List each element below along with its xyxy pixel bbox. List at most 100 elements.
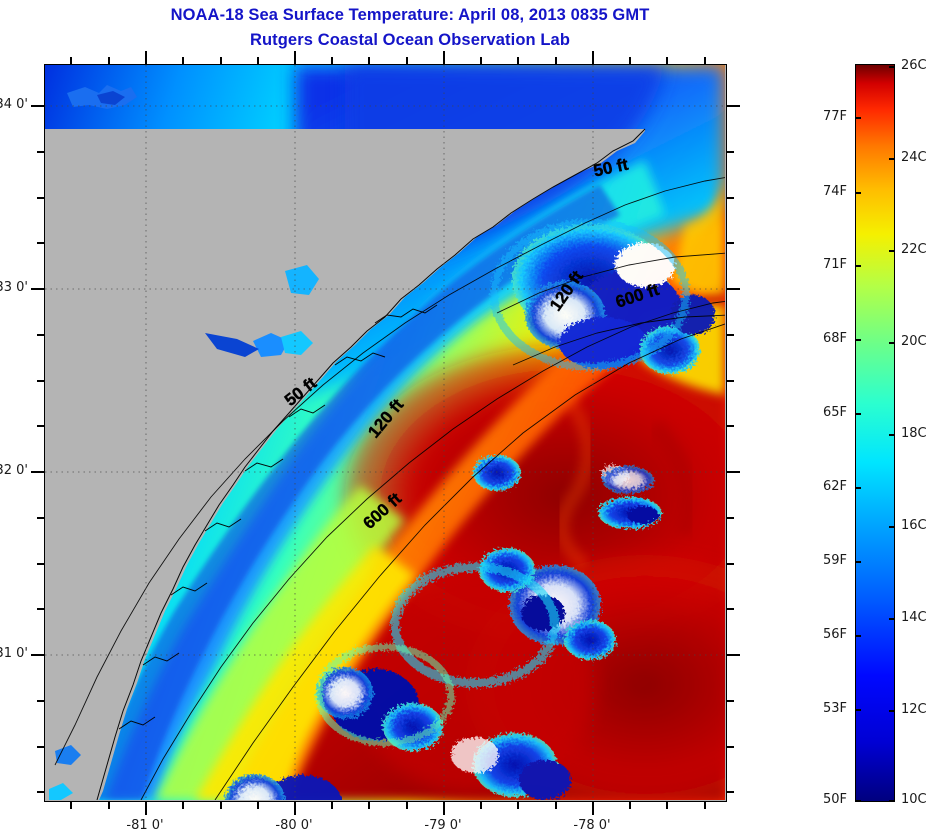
y-axis-label: 33 0'	[0, 280, 28, 295]
y-axis-minor-tick	[37, 425, 44, 427]
x-axis-minor-tick	[704, 802, 706, 809]
y-axis-minor-tick	[37, 746, 44, 748]
title-block: NOAA-18 Sea Surface Temperature: April 0…	[0, 0, 820, 50]
colorbar-celsius-label: 22C	[901, 242, 927, 257]
colorbar-fahrenheit-tick	[855, 635, 861, 637]
y-axis-minor-tick	[37, 242, 44, 244]
y-axis-major-tick	[31, 288, 44, 290]
x-axis-top-minor-tick	[331, 57, 333, 64]
colorbar-fahrenheit-tick	[855, 487, 861, 489]
x-axis-major-tick	[145, 802, 147, 815]
y-axis-right-tick	[727, 471, 740, 473]
x-axis-minor-tick	[666, 802, 668, 809]
colorbar-celsius-tick	[889, 800, 895, 802]
colorbar-fahrenheit-tick	[855, 339, 861, 341]
x-axis-top-tick	[294, 51, 296, 64]
x-axis-top-minor-tick	[182, 57, 184, 64]
colorbar-celsius-tick	[889, 710, 895, 712]
colorbar-fahrenheit-label: 50F	[822, 792, 847, 807]
y-axis-right-tick	[727, 288, 740, 290]
y-axis-right-minor-tick	[727, 334, 734, 336]
x-axis-minor-tick	[257, 802, 259, 809]
x-axis-minor-tick	[182, 802, 184, 809]
land-mask	[45, 65, 645, 800]
y-axis-right-minor-tick	[727, 700, 734, 702]
colorbar-fahrenheit-tick	[855, 192, 861, 194]
y-axis-minor-tick	[37, 608, 44, 610]
depth-contours	[54, 177, 725, 800]
y-axis-major-tick	[31, 105, 44, 107]
x-axis-minor-tick	[368, 802, 370, 809]
colorbar-celsius-label: 12C	[901, 702, 927, 717]
x-axis-top-minor-tick	[220, 57, 222, 64]
colorbar-fahrenheit-tick	[855, 117, 861, 119]
x-axis-top-minor-tick	[704, 57, 706, 64]
y-axis-label: 31 0'	[0, 646, 28, 661]
colorbar[interactable]	[855, 64, 895, 802]
colorbar-fahrenheit-tick	[855, 800, 861, 802]
y-axis-minor-tick	[37, 197, 44, 199]
x-axis-top-tick	[443, 51, 445, 64]
colorbar-celsius-tick	[889, 158, 895, 160]
y-axis-right-minor-tick	[727, 242, 734, 244]
colorbar-celsius-tick	[889, 618, 895, 620]
y-axis-minor-tick	[37, 517, 44, 519]
y-axis-minor-tick	[37, 563, 44, 565]
y-axis-minor-tick	[37, 791, 44, 793]
x-axis-minor-tick	[70, 802, 72, 809]
colorbar-celsius-label: 14C	[901, 610, 927, 625]
x-axis-top-minor-tick	[368, 57, 370, 64]
y-axis-minor-tick	[37, 700, 44, 702]
colorbar-fahrenheit-label: 68F	[822, 331, 847, 346]
x-axis-top-minor-tick	[257, 57, 259, 64]
x-axis-minor-tick	[406, 802, 408, 809]
colorbar-celsius-label: 16C	[901, 518, 927, 533]
y-axis-right-tick	[727, 654, 740, 656]
y-axis-right-minor-tick	[727, 563, 734, 565]
y-axis-right-minor-tick	[727, 746, 734, 748]
x-axis-top-minor-tick	[108, 57, 110, 64]
colorbar-fahrenheit-tick	[855, 413, 861, 415]
y-axis-major-tick	[31, 654, 44, 656]
page-subtitle: Rutgers Coastal Ocean Observation Lab	[249, 31, 571, 49]
x-axis-label: -79 0'	[424, 818, 462, 833]
colorbar-celsius-label: 26C	[901, 58, 927, 73]
sst-map[interactable]: 50 ft 120 ft 600 ft 50 ft 120 ft 600 ft	[44, 64, 727, 802]
colorbar-celsius-tick	[889, 66, 895, 68]
x-axis-label: -80 0'	[275, 818, 313, 833]
x-axis-minor-tick	[220, 802, 222, 809]
x-axis-top-minor-tick	[70, 57, 72, 64]
y-axis-minor-tick	[37, 334, 44, 336]
colorbar-fahrenheit-label: 74F	[822, 184, 847, 199]
page-title: NOAA-18 Sea Surface Temperature: April 0…	[170, 6, 650, 24]
colorbar-fahrenheit-tick	[855, 265, 861, 267]
x-axis-top-tick	[592, 51, 594, 64]
y-axis-major-tick	[31, 471, 44, 473]
coastline	[96, 128, 646, 800]
colorbar-celsius-tick	[889, 342, 895, 344]
x-axis-minor-tick	[517, 802, 519, 809]
colorbar-gradient	[856, 65, 894, 801]
x-axis-top-minor-tick	[517, 57, 519, 64]
y-axis-right-minor-tick	[727, 791, 734, 793]
inland-lakes	[49, 85, 319, 800]
y-axis-right-minor-tick	[727, 608, 734, 610]
colorbar-fahrenheit-label: 71F	[822, 257, 847, 272]
x-axis-top-minor-tick	[555, 57, 557, 64]
colorbar-celsius-tick	[889, 434, 895, 436]
x-axis-minor-tick	[555, 802, 557, 809]
x-axis-minor-tick	[108, 802, 110, 809]
x-axis-top-minor-tick	[406, 57, 408, 64]
colorbar-celsius-tick	[889, 526, 895, 528]
y-axis-label: 34 0'	[0, 97, 28, 112]
y-axis-right-minor-tick	[727, 425, 734, 427]
x-axis-label: -78 0'	[573, 818, 611, 833]
x-axis-top-minor-tick	[629, 57, 631, 64]
y-axis-right-minor-tick	[727, 517, 734, 519]
y-axis-right-minor-tick	[727, 151, 734, 153]
y-axis-right-tick	[727, 105, 740, 107]
x-axis-major-tick	[294, 802, 296, 815]
y-axis-right-minor-tick	[727, 380, 734, 382]
colorbar-fahrenheit-label: 65F	[822, 405, 847, 420]
colorbar-fahrenheit-label: 53F	[822, 701, 847, 716]
